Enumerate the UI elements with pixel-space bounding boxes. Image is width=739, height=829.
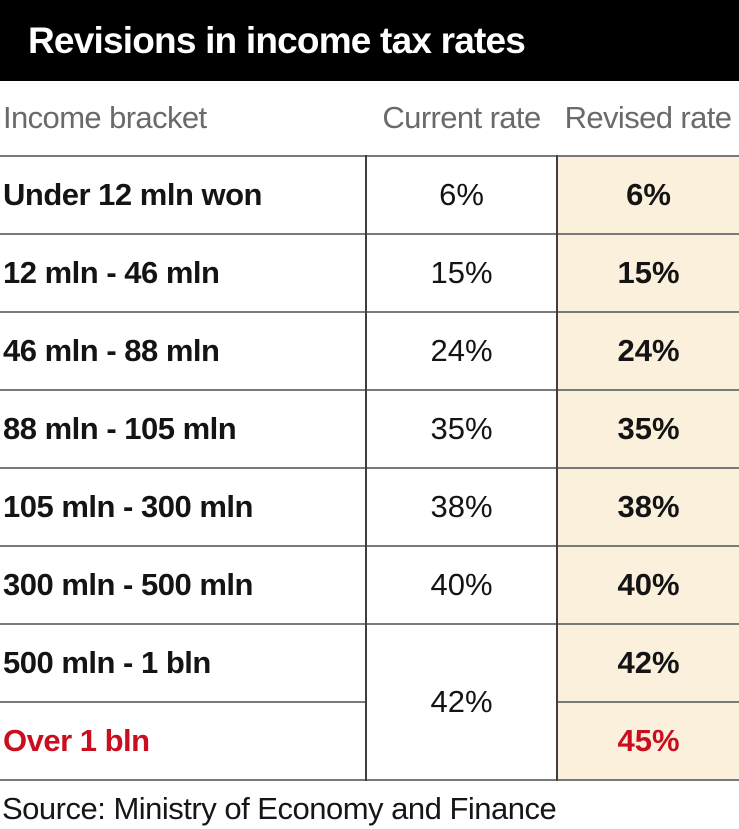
title-banner: Revisions in income tax rates — [0, 0, 739, 81]
current-rate-cell: 15% — [365, 234, 557, 312]
bracket-cell: 12 mln - 46 mln — [3, 255, 220, 290]
revised-rate-cell: 42% — [556, 624, 739, 702]
current-rate-cell: 6% — [365, 156, 557, 234]
table-row: Under 12 mln won 6% 6% — [0, 156, 739, 234]
current-rate-cell: 38% — [365, 468, 557, 546]
table-row: 500 mln - 1 bln 42% 42% — [0, 624, 739, 780]
bracket-cell: 46 mln - 88 mln — [3, 333, 220, 368]
page-title: Revisions in income tax rates — [28, 19, 526, 61]
column-header-revised: Revised rate — [564, 100, 732, 135]
revised-rate-cell: 38% — [556, 468, 739, 546]
current-rate-cell: 35% — [365, 390, 557, 468]
table-row: 105 mln - 300 mln 38% 38% — [0, 468, 739, 546]
column-header-bracket: Income bracket — [3, 100, 207, 135]
table-row: 12 mln - 46 mln 15% 15% — [0, 234, 739, 312]
revised-rate-cell-highlighted: 45% — [556, 702, 739, 780]
current-rate-cell-merged: 42% — [365, 624, 557, 780]
revised-rate-cell: 24% — [556, 312, 739, 390]
bracket-cell: 88 mln - 105 mln — [3, 411, 237, 446]
bracket-cell: 500 mln - 1 bln — [3, 645, 211, 680]
revised-rate-cell: 40% — [556, 546, 739, 624]
current-rate-cell: 40% — [365, 546, 557, 624]
column-header-current: Current rate — [382, 100, 541, 135]
column-header-row: Income bracket Current rate Revised rate — [0, 81, 739, 155]
bracket-cell: 300 mln - 500 mln — [3, 567, 253, 602]
revised-rate-cell: 6% — [556, 156, 739, 234]
table-row: 300 mln - 500 mln 40% 40% — [0, 546, 739, 624]
bracket-cell: 105 mln - 300 mln — [3, 489, 253, 524]
bracket-cell: Under 12 mln won — [3, 177, 262, 212]
current-rate-cell: 24% — [365, 312, 557, 390]
revised-rate-cell: 35% — [556, 390, 739, 468]
revised-rate-cell: 15% — [556, 234, 739, 312]
bracket-cell-highlighted: Over 1 bln — [3, 723, 150, 758]
table-row: 46 mln - 88 mln 24% 24% — [0, 312, 739, 390]
table-row: 88 mln - 105 mln 35% 35% — [0, 390, 739, 468]
source-attribution: Source: Ministry of Economy and Finance — [2, 791, 557, 826]
tax-rates-table: Under 12 mln won 6% 6% 12 mln - 46 mln 1… — [0, 155, 739, 781]
table-row: Over 1 bln 45% — [0, 702, 739, 780]
